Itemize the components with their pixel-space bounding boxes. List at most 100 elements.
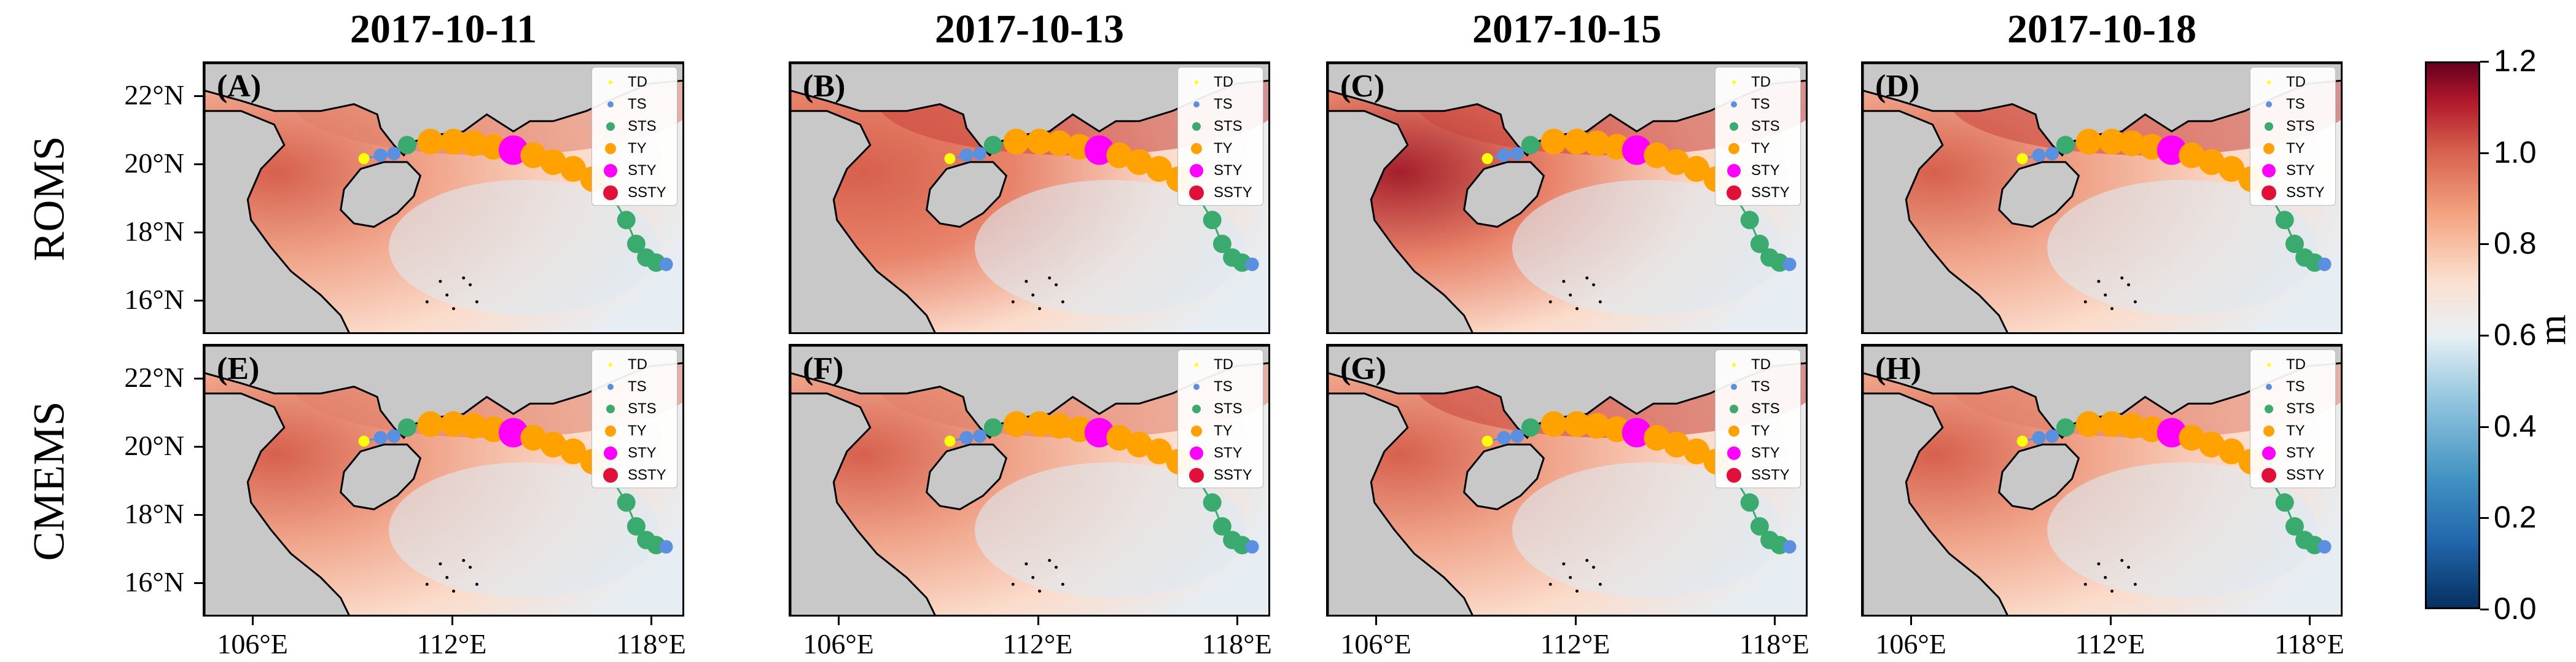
lon-tick-mark (252, 617, 254, 625)
island-dot (2104, 293, 2107, 297)
track-point-ty (2099, 128, 2125, 155)
legend-item: TD (2250, 71, 2336, 93)
legend-label: SSTY (2286, 184, 2325, 201)
island-dot (1031, 575, 1035, 579)
track-point-ty (2179, 424, 2205, 451)
legend-item: TD (1715, 354, 1801, 376)
track-legend: TD TS STS TY STY SSTY (591, 349, 677, 488)
legend-marker (1192, 122, 1201, 131)
legend-label: TD (2286, 356, 2306, 373)
island-dot (1038, 590, 1042, 593)
legend-item: STS (592, 115, 678, 138)
legend-marker (604, 446, 617, 460)
lon-tick-label: 118°E (1202, 628, 1272, 660)
island-dot (1031, 293, 1035, 297)
legend-marker (607, 384, 614, 390)
colorbar-tick-mark (2480, 517, 2489, 520)
legend-marker (605, 426, 616, 437)
lat-tick-label: 18°N (124, 497, 184, 529)
island-dot (1038, 307, 1042, 311)
legend-marker (1727, 164, 1741, 177)
legend-item: TY (1178, 420, 1264, 442)
legend-marker (606, 405, 615, 413)
track-point-ty (417, 411, 443, 437)
legend-item: TD (2250, 354, 2336, 376)
track-point-ts (959, 430, 974, 445)
offshore-cool-patch (1512, 180, 1782, 315)
lat-tick-label: 16°N (124, 566, 184, 598)
legend-item: TS (592, 93, 678, 115)
legend-marker (603, 185, 618, 200)
legend-label: TY (1751, 140, 1770, 157)
legend-item: SSTY (2250, 182, 2336, 204)
track-point-sts (2285, 235, 2304, 254)
track-point-ts (1245, 540, 1259, 554)
island-dot (439, 279, 442, 283)
legend-marker (1189, 468, 1204, 483)
map-canvas (790, 346, 1268, 615)
legend-item: STY (1178, 442, 1264, 464)
legend-item: STY (2250, 160, 2336, 182)
legend-label: TD (1214, 356, 1233, 373)
legend-marker (609, 363, 612, 367)
legend-item: TY (2250, 138, 2336, 160)
column-title: 2017-10-15 (1472, 7, 1661, 52)
track-point-ty (520, 424, 547, 451)
track-point-ty (1026, 411, 1053, 437)
lat-tick-mark (194, 445, 203, 448)
legend-item: SSTY (1715, 182, 1801, 204)
track-point-ty (560, 438, 587, 465)
track-point-ty (2219, 156, 2245, 182)
legend-label: SSTY (1214, 467, 1252, 483)
legend-item: STS (1715, 115, 1801, 138)
legend-marker (2266, 384, 2272, 390)
track-legend: TD TS STS TY STY SSTY (1715, 349, 1801, 488)
track-point-td (944, 153, 956, 165)
track-point-sts (1750, 517, 1769, 536)
legend-label: STY (1214, 445, 1243, 461)
legend-item: STY (592, 160, 678, 182)
legend-item: TS (1715, 376, 1801, 398)
island-dot (2110, 590, 2114, 593)
legend-label: TY (1751, 423, 1770, 439)
colorbar (2425, 61, 2480, 609)
track-point-sts (626, 235, 646, 254)
track-point-sts (1750, 235, 1769, 254)
legend-marker (1727, 446, 1741, 460)
track-legend: TD TS STS TY STY SSTY (2250, 67, 2336, 206)
legend-label: TD (1751, 74, 1771, 90)
legend-label: TD (628, 74, 647, 90)
land-vietnam (790, 63, 936, 332)
track-point-ty (460, 413, 486, 439)
legend-marker (603, 468, 618, 483)
track-point-ts (959, 148, 974, 162)
legend-marker (2263, 143, 2274, 154)
legend-marker (604, 164, 617, 177)
colorbar-tick-mark (2480, 61, 2489, 63)
track-point-ty (1540, 128, 1567, 155)
track-point-ty (1684, 438, 1710, 465)
legend-marker (2263, 426, 2274, 437)
legend-marker (607, 101, 614, 107)
track-point-ty (1583, 413, 1610, 439)
panel-letter: (D) (1875, 69, 1920, 104)
legend-marker (1730, 122, 1738, 131)
map-panel: (F) TD TS STS TY STY SSTY (789, 344, 1270, 617)
track-point-sts (1740, 493, 1759, 512)
map-panel: (C) TD TS STS TY STY SSTY (1326, 61, 1808, 334)
track-legend: TD TS STS TY STY SSTY (2250, 349, 2336, 488)
track-point-sts (1203, 493, 1222, 512)
track-legend: TD TS STS TY STY SSTY (1177, 349, 1263, 488)
lon-tick-mark (838, 617, 840, 625)
colorbar-tick-label: 0.4 (2494, 408, 2537, 443)
land-hainan (1998, 443, 2080, 510)
track-point-ty (1644, 424, 1670, 451)
track-point-ty (2075, 411, 2102, 437)
legend-item: TS (592, 376, 678, 398)
legend-marker (1727, 468, 1741, 483)
lat-tick-mark (194, 299, 203, 302)
legend-label: STS (1214, 118, 1243, 134)
island-dot (1048, 276, 1052, 280)
legend-label: TS (1751, 96, 1770, 112)
legend-label: TS (1751, 378, 1770, 395)
